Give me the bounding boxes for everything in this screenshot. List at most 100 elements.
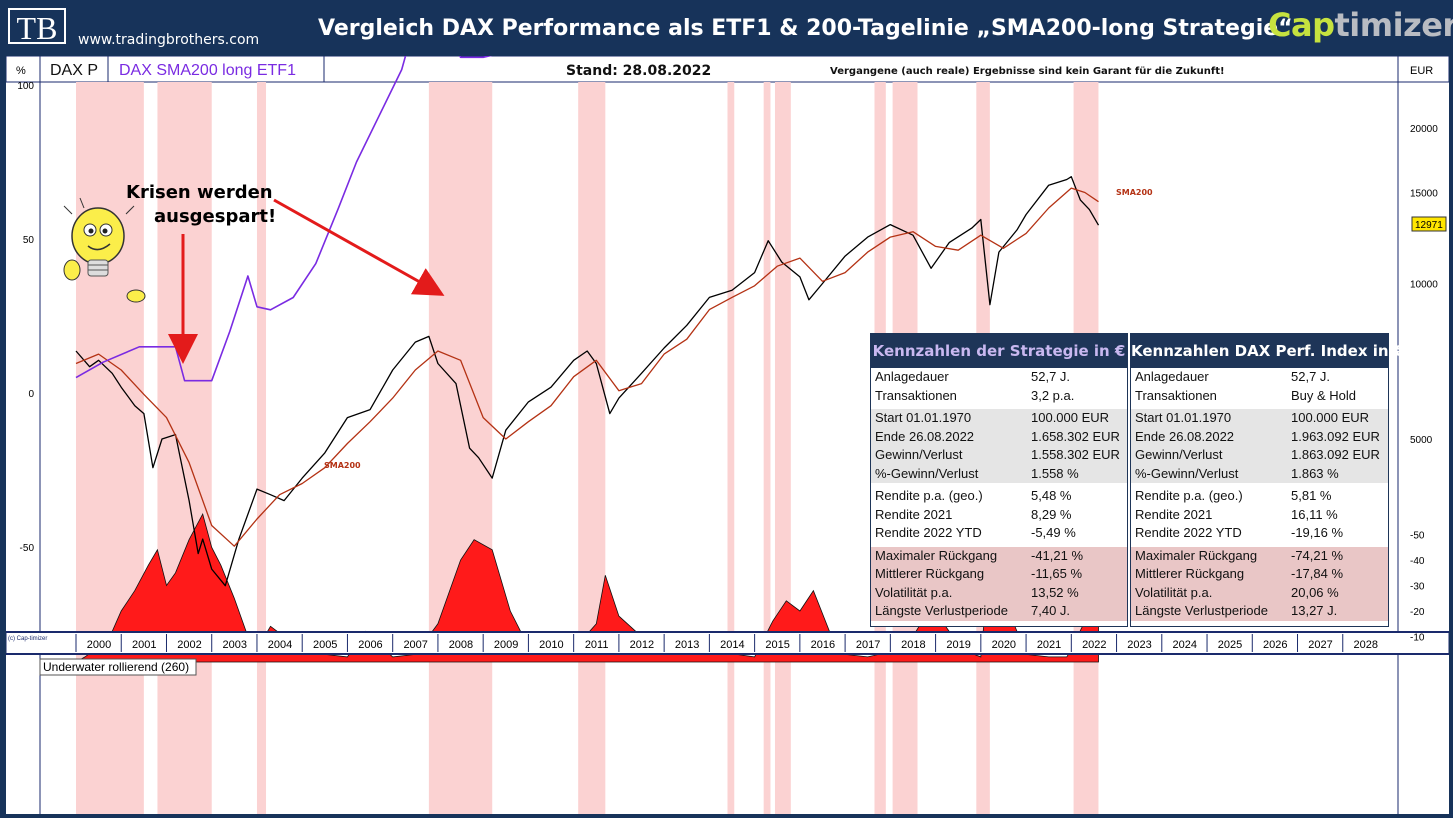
kennzahl-row: Mittlerer Rückgang -17,84 % [1131, 565, 1388, 584]
kennzahl-value: 5,81 % [1291, 488, 1332, 503]
kennzahl-value: -17,84 % [1291, 566, 1344, 581]
krisen-text-2: ausgespart! [154, 206, 276, 227]
panel-title: Kennzahlen DAX Perf. Index in € [1131, 334, 1404, 368]
kennzahl-label: %-Gewinn/Verlust [875, 465, 979, 481]
kennzahl-label: Maximaler Rückgang [875, 547, 998, 563]
kennzahl-value: -11,65 % [1031, 566, 1083, 581]
kennzahl-label: Start 01.01.1970 [875, 410, 972, 425]
crisis-period [774, 82, 791, 814]
year-tick: 2024 [1173, 639, 1197, 651]
kennzahl-value: 52,7 J. [1031, 369, 1071, 384]
year-tick: 2001 [132, 639, 156, 651]
kennzahl-value: 5,48 % [1031, 488, 1072, 503]
kennzahl-value: 1.963.092 EUR [1291, 428, 1380, 444]
sma-label: SMA200 [324, 461, 361, 470]
year-tick: 2027 [1308, 639, 1332, 651]
year-tick: 2022 [1082, 639, 1106, 651]
year-tick: 2025 [1218, 639, 1242, 651]
kennzahl-value: -5,49 % [1031, 525, 1076, 540]
kennzahl-label: Rendite p.a. (geo.) [1135, 488, 1243, 503]
kennzahlen-strategie-panel: Kennzahlen der Strategie in € Anlagedaue… [870, 333, 1128, 627]
kennzahl-label: Mittlerer Rückgang [875, 566, 985, 581]
last-price-badge [1411, 216, 1447, 232]
kennzahl-row: Transaktionen 3,2 p.a. [871, 387, 1127, 406]
kennzahl-row: Volatilität p.a. 20,06 % [1131, 583, 1388, 602]
right-tick: 20000 [1410, 124, 1438, 135]
underwater-ticks: -10 -20 -30 -40 -50 [1410, 531, 1425, 644]
tab-dax-p[interactable]: DAX P [50, 62, 98, 79]
kennzahl-row: Anlagedauer 52,7 J. [871, 368, 1127, 387]
copyright: (c) Cap-timizer [8, 636, 47, 642]
year-tick: 2002 [177, 639, 201, 651]
site-url[interactable]: www.tradingbrothers.com [78, 32, 260, 48]
kennzahl-value: 8,29 % [1031, 506, 1072, 522]
crisis-period [256, 82, 267, 814]
year-tick: 2009 [494, 639, 518, 651]
kennzahl-value: 100.000 EUR [1031, 410, 1110, 425]
kennzahl-label: Gewinn/Verlust [875, 447, 963, 462]
year-tick: 2014 [720, 639, 744, 651]
kennzahl-row: Längste Verlustperiode 13,27 J. [1131, 602, 1388, 621]
kennzahl-value: 52,7 J. [1291, 369, 1331, 384]
year-tick: 2004 [268, 639, 292, 651]
year-tick: 2020 [992, 639, 1016, 651]
year-tick: 2013 [675, 639, 699, 651]
series-dax-p [75, 176, 1100, 587]
underwater-tick: -50 [1410, 531, 1425, 542]
kennzahl-label: Rendite 2022 YTD [875, 525, 982, 540]
kennzahl-value: 13,52 % [1031, 584, 1079, 600]
right-tick: 10000 [1410, 280, 1438, 291]
kennzahl-row: Transaktionen Buy & Hold [1131, 387, 1388, 406]
kennzahl-row: Rendite p.a. (geo.) 5,48 % [871, 487, 1127, 506]
header: TB www.tradingbrothers.com Vergleich DAX… [0, 0, 1453, 56]
brand-part-b: timizer [1334, 6, 1453, 44]
disclaimer: Vergangene (auch reale) Ergebnisse sind … [830, 66, 1225, 77]
crisis-period [763, 82, 771, 814]
sma-label-right: SMA200 [1116, 188, 1153, 197]
kennzahlen-dax-panel: Kennzahlen DAX Perf. Index in € Anlageda… [1130, 333, 1404, 627]
series-lines [75, 56, 1100, 587]
panel-title: Kennzahlen der Strategie in € [871, 334, 1127, 368]
kennzahl-value: 100.000 EUR [1291, 410, 1370, 425]
kennzahl-label: Gewinn/Verlust [1135, 447, 1223, 462]
kennzahl-value: -41,21 % [1031, 547, 1084, 563]
right-tick: 15000 [1410, 189, 1438, 200]
crisis-period [578, 82, 606, 814]
kennzahl-label: Ende 26.08.2022 [875, 428, 975, 444]
kennzahl-row: Start 01.01.1970 100.000 EUR [1131, 409, 1388, 428]
crisis-period [428, 82, 493, 814]
kennzahl-row: Gewinn/Verlust 1.558.302 EUR [871, 446, 1127, 465]
arrow-right [273, 198, 445, 296]
series-sma200 [75, 187, 1099, 547]
kennzahl-value: -19,16 % [1291, 525, 1344, 540]
page-title: Vergleich DAX Performance als ETF1 & 200… [318, 16, 1293, 41]
kennzahl-label: Start 01.01.1970 [1135, 410, 1232, 425]
underwater-tick: -20 [1410, 607, 1425, 618]
kennzahl-label: Rendite 2021 [875, 506, 953, 522]
kennzahl-value: 1.658.302 EUR [1031, 428, 1120, 444]
kennzahl-value: 1.863 % [1291, 465, 1339, 481]
year-tick: 2017 [856, 639, 880, 651]
panel-body: Anlagedauer 52,7 J. Transaktionen 3,2 p.a. S… [871, 368, 1127, 621]
underwater-tick: -40 [1410, 556, 1425, 567]
kennzahl-value: 3,2 p.a. [1031, 387, 1075, 403]
kennzahl-label: Anlagedauer [875, 369, 949, 384]
kennzahl-label: Volatilität p.a. [1135, 584, 1213, 600]
kennzahl-value: 13,27 J. [1291, 603, 1338, 618]
kennzahl-value: 16,11 % [1291, 506, 1338, 522]
brand-part-a: Cap [1268, 6, 1335, 44]
underwater-label: Underwater rollierend (260) [43, 660, 189, 674]
kennzahl-label: Längste Verlustperiode [1135, 603, 1268, 618]
year-tick: 2007 [403, 639, 427, 651]
year-tick: 2016 [811, 639, 835, 651]
tab-sma200-etf1[interactable]: DAX SMA200 long ETF1 [119, 62, 296, 79]
year-tick: 2018 [901, 639, 925, 651]
kennzahl-label: Volatilität p.a. [875, 584, 953, 600]
left-tick: 100 [17, 81, 34, 92]
kennzahl-label: Rendite 2022 YTD [1135, 525, 1242, 540]
kennzahl-value: -74,21 % [1291, 547, 1344, 563]
lightbulb-icon [63, 197, 146, 303]
year-tick: 2008 [449, 639, 473, 651]
year-tick: 2026 [1263, 639, 1287, 651]
crisis-period [76, 82, 144, 814]
